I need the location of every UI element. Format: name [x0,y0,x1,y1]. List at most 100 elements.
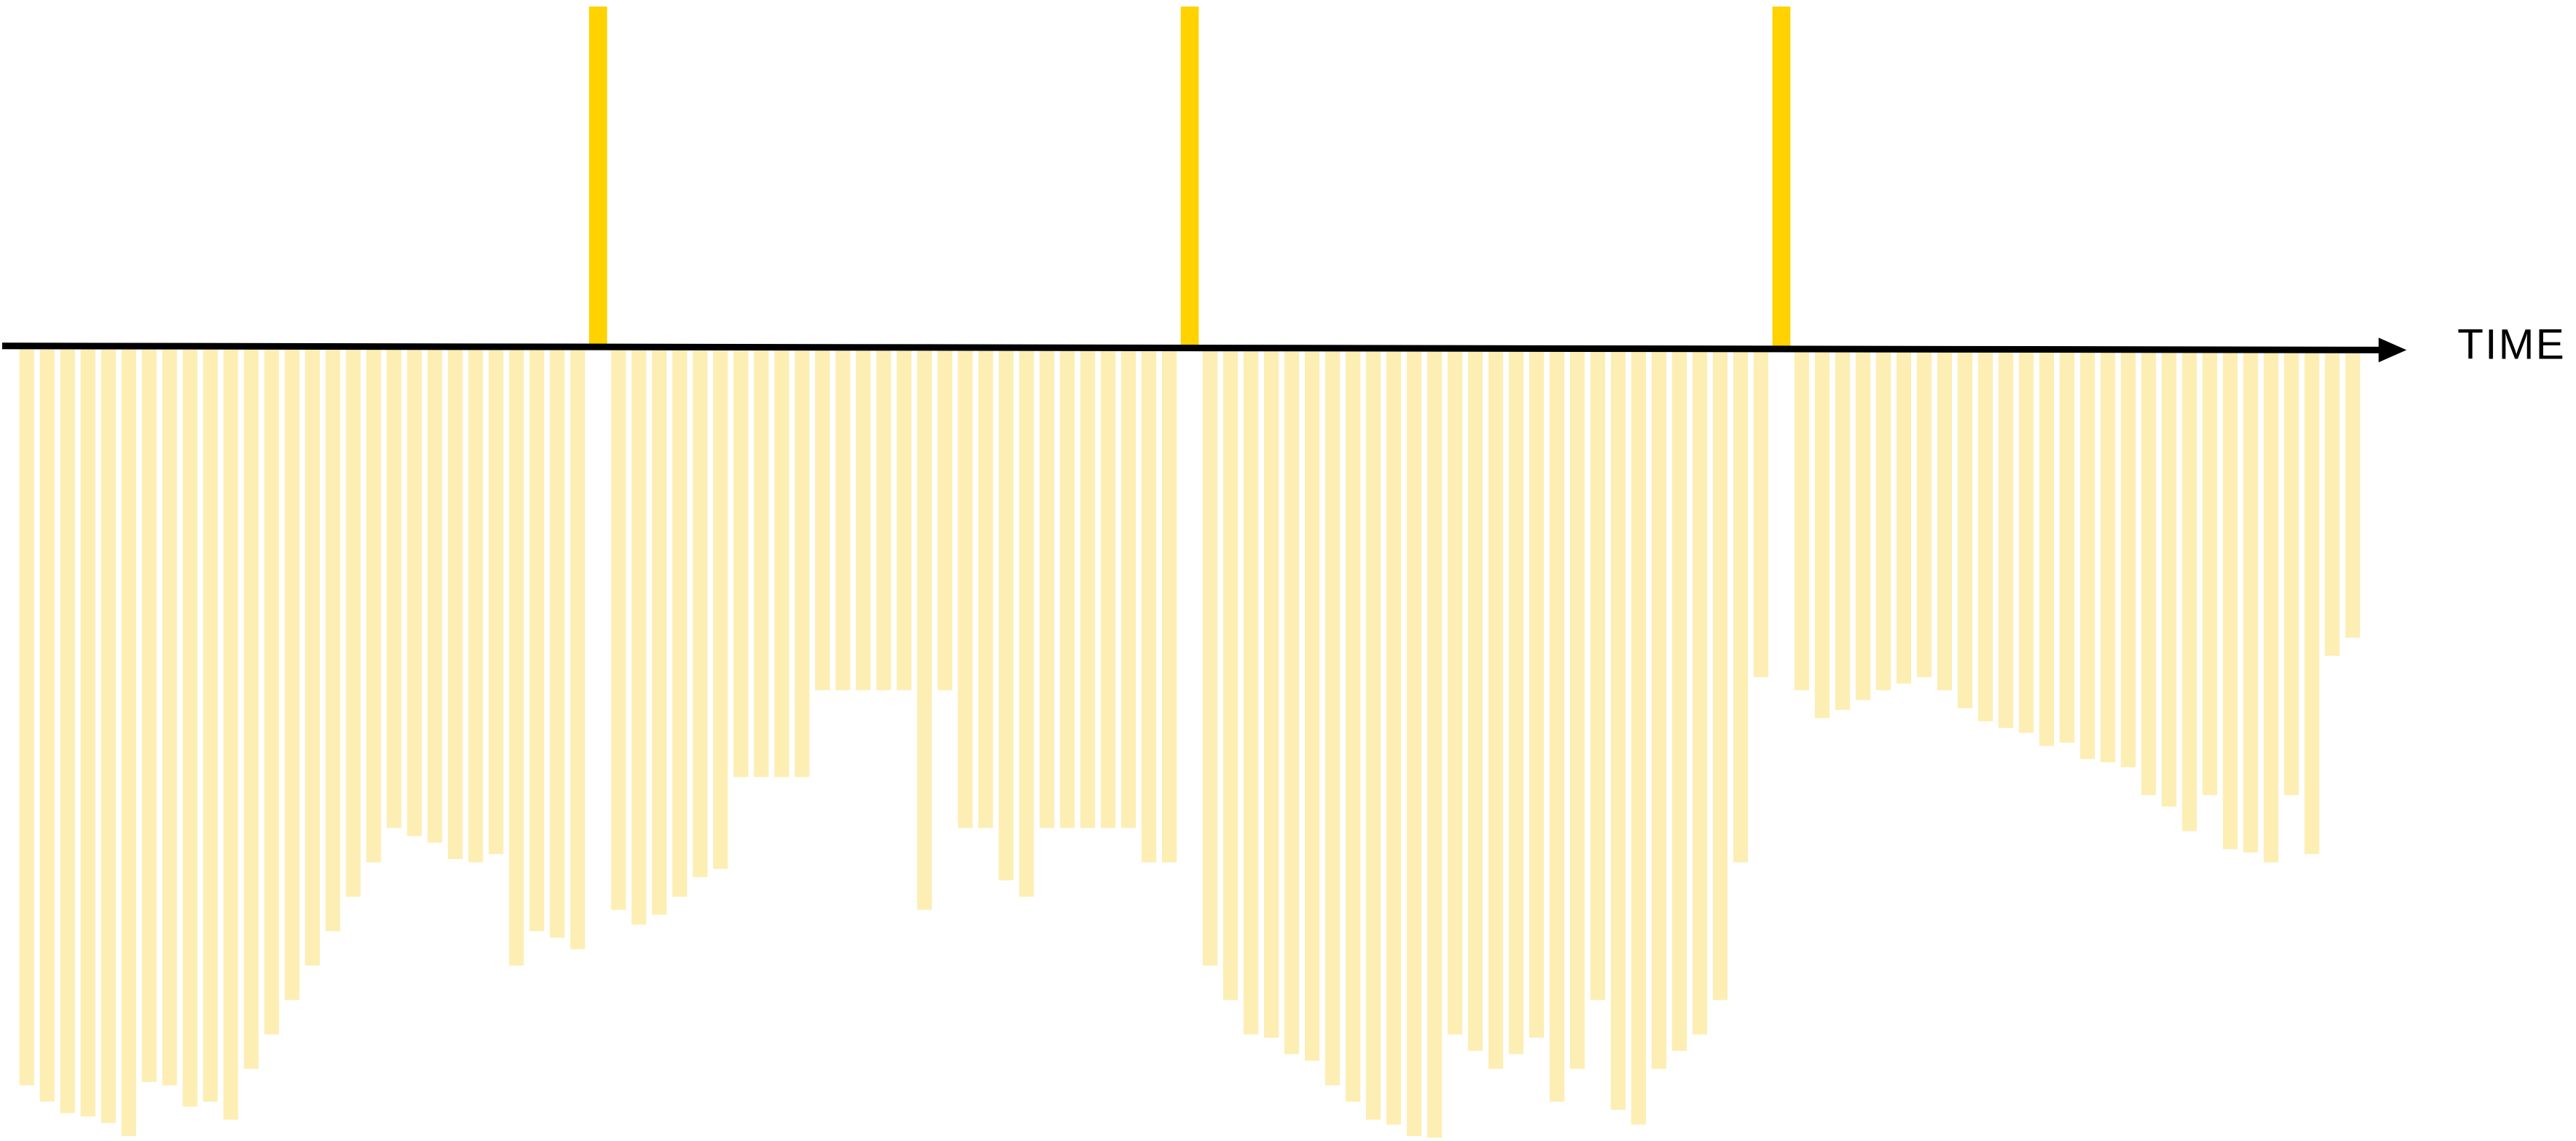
bar [754,348,769,777]
bar [468,348,483,863]
bar [1203,348,1218,966]
bar [1753,348,1769,678]
bar [488,348,504,855]
bar [1671,348,1687,1051]
bar [1794,348,1810,691]
bar [2100,348,2115,763]
bar [1957,348,1972,708]
bar [1998,348,2013,728]
bar [162,348,177,1086]
bar [1304,348,1320,1061]
bar [1814,348,1830,718]
bar [713,348,728,869]
bar [325,348,340,931]
bar [346,348,361,897]
bar [1467,348,1483,1051]
bar [1631,348,1647,1125]
bar [2039,348,2054,746]
bar [1426,348,1443,1138]
bar [570,348,585,949]
bar [1264,348,1279,1038]
bar [1162,348,1177,863]
bar [39,348,55,1102]
bar [1772,7,1791,348]
bar [2325,348,2340,656]
bar [1447,348,1463,1035]
bar [1101,348,1116,828]
bar [1569,348,1585,1069]
bar [80,348,95,1117]
bar [2120,348,2136,767]
bar [2141,348,2156,796]
bar [815,348,830,691]
bar [141,348,157,1082]
time-axis [1,342,2384,353]
bar [1365,348,1381,1120]
bar [1651,348,1667,1069]
bar [1855,348,1870,700]
bar [835,348,851,691]
bar [917,348,932,910]
bar [1284,348,1300,1054]
bar [2182,348,2197,831]
bar [1060,348,1075,828]
bar [856,348,871,691]
bar [1406,348,1422,1137]
bar [1835,348,1850,710]
bar [692,348,708,877]
axis-label: TIME [2457,321,2566,368]
bar [1529,348,1545,1038]
bar [1244,348,1259,1035]
bar [2202,348,2217,796]
axis-arrow [2378,337,2407,363]
bar [60,348,75,1113]
bar [203,348,218,1102]
bar [999,348,1014,881]
bar [264,348,279,1035]
bar [958,348,973,828]
bar [774,348,789,777]
bar [2222,348,2238,850]
bar [407,348,422,836]
bar [1324,348,1340,1086]
bar [1121,348,1136,828]
bar [897,348,912,691]
bar [19,348,34,1086]
bar [1896,348,1911,684]
bar [631,348,647,925]
bar [733,348,749,777]
bar [1141,348,1157,863]
bar [1692,348,1708,1035]
bar [611,348,626,910]
bar [1180,7,1199,348]
bar [1937,348,1952,691]
bar [1019,348,1034,897]
bar [1590,348,1606,1000]
bar [672,348,687,897]
bar [2345,348,2360,638]
bar [509,348,524,966]
bar [1916,348,1932,678]
bar [1345,348,1361,1102]
bar [2284,348,2299,796]
bar [1876,348,1891,691]
bar [448,348,463,859]
bar [2059,348,2075,743]
bar [978,348,994,828]
bar [1978,348,1993,721]
bar [795,348,810,777]
bar [2304,348,2319,855]
bar [1733,348,1749,863]
bar [652,348,667,915]
bar [101,348,116,1124]
bar [589,7,607,348]
bar [1508,348,1524,1054]
bar [243,348,259,1069]
bar [284,348,300,1000]
bar [876,348,891,691]
bar [1549,348,1565,1102]
bar [529,348,545,931]
bar [366,348,381,863]
